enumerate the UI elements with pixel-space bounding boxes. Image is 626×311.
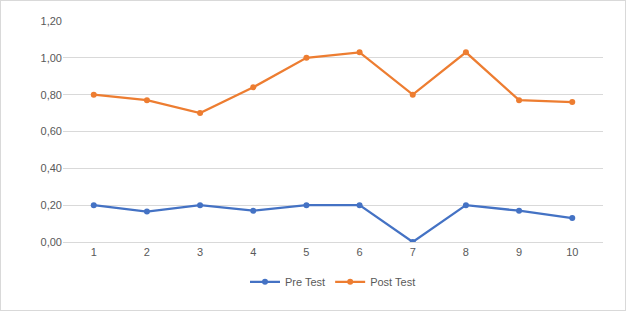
svg-text:10: 10 [566,246,578,258]
svg-text:8: 8 [463,246,469,258]
svg-text:0,20: 0,20 [41,199,62,211]
svg-text:2: 2 [144,246,150,258]
svg-text:Pre Test: Pre Test [285,276,325,288]
svg-text:1: 1 [91,246,97,258]
svg-text:5: 5 [303,246,309,258]
svg-text:1,00: 1,00 [41,52,62,64]
svg-text:Post Test: Post Test [370,276,415,288]
svg-text:0,00: 0,00 [41,236,62,248]
svg-text:4: 4 [250,246,256,258]
svg-text:6: 6 [357,246,363,258]
svg-text:0,40: 0,40 [41,162,62,174]
svg-text:0,80: 0,80 [41,89,62,101]
svg-text:3: 3 [197,246,203,258]
svg-text:9: 9 [516,246,522,258]
svg-text:1,20: 1,20 [41,15,62,27]
svg-text:0,60: 0,60 [41,125,62,137]
svg-text:7: 7 [410,246,416,258]
